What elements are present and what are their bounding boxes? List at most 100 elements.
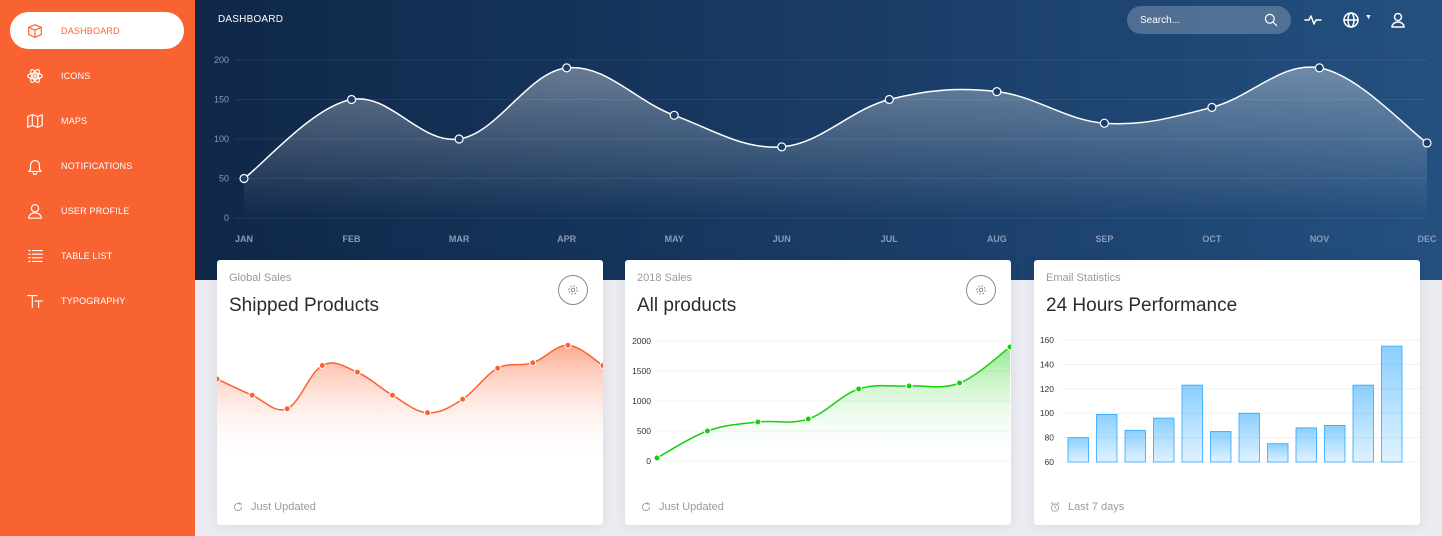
data-point xyxy=(599,362,603,369)
x-tick-label: MAR xyxy=(449,234,470,244)
card-all-products: 2018 Sales All products 0 500 1000 1500 2000… xyxy=(625,260,1011,525)
data-point xyxy=(564,341,572,349)
card-category: Global Sales xyxy=(229,272,292,284)
area-fill xyxy=(217,345,603,460)
sidebar-item-icons[interactable]: ICONS xyxy=(10,57,184,94)
data-point xyxy=(388,391,396,399)
card-footer: Just Updated xyxy=(232,501,316,513)
footer-text: Just Updated xyxy=(251,501,316,513)
bar xyxy=(1267,443,1289,463)
y-tick-label: 200 xyxy=(214,55,229,65)
data-point xyxy=(1422,138,1432,148)
x-tick-label: MAY xyxy=(665,234,684,244)
y-tick-label: 100 xyxy=(214,134,229,144)
globe-icon[interactable] xyxy=(1341,10,1361,30)
y-tick-label: 1000 xyxy=(632,396,651,406)
x-tick-label: JUN xyxy=(773,234,791,244)
map-icon xyxy=(25,111,45,131)
search-box[interactable] xyxy=(1127,6,1291,34)
data-point xyxy=(454,134,464,144)
y-tick-label: 50 xyxy=(219,174,229,184)
sidebar-item-typography[interactable]: TYPOGRAPHY xyxy=(10,282,184,319)
user-icon xyxy=(25,201,45,221)
y-tick-label: 2000 xyxy=(632,336,651,346)
y-tick-label: 0 xyxy=(646,456,651,466)
data-point xyxy=(905,382,913,390)
bell-icon xyxy=(25,156,45,176)
data-point xyxy=(653,454,661,462)
bar xyxy=(1181,384,1203,463)
user-icon[interactable] xyxy=(1388,10,1408,30)
atom-icon xyxy=(25,66,45,86)
data-point xyxy=(956,379,964,387)
data-point xyxy=(494,364,502,372)
data-point xyxy=(562,63,572,73)
card-shipped-products: Global Sales Shipped Products Just Updat… xyxy=(217,260,603,525)
sidebar-item-label: DASHBOARD xyxy=(61,25,120,36)
data-point xyxy=(884,94,894,105)
x-tick-label: SEP xyxy=(1095,234,1113,244)
search-icon[interactable] xyxy=(1263,12,1279,28)
big-line-chart: 0 50 100 150 200 JAN FEB MAR APR MAY JUN JUL AUG SEP O… xyxy=(214,55,1437,244)
gear-icon xyxy=(976,285,986,295)
data-point xyxy=(424,409,432,417)
text-icon xyxy=(25,291,45,311)
area-fill xyxy=(244,67,1427,218)
list-icon xyxy=(25,246,45,266)
data-point xyxy=(529,359,537,367)
card-title: 24 Hours Performance xyxy=(1046,295,1238,316)
data-point xyxy=(459,395,467,403)
data-point xyxy=(318,362,326,369)
all-products-chart: 0 500 1000 1500 2000 xyxy=(632,336,1011,466)
sidebar-item-dashboard[interactable]: DASHBOARD xyxy=(10,12,184,49)
bar xyxy=(1295,427,1317,463)
y-tick-label: 60 xyxy=(1045,457,1055,467)
data-point xyxy=(1314,63,1325,73)
search-input[interactable] xyxy=(1140,12,1260,28)
card-title: All products xyxy=(637,295,737,316)
sidebar-item-label: MAPS xyxy=(61,115,88,126)
data-point xyxy=(1099,118,1109,128)
footer-text: Just Updated xyxy=(659,501,724,513)
y-tick-label: 80 xyxy=(1045,433,1055,443)
footer-text: Last 7 days xyxy=(1068,501,1125,513)
y-tick-label: 0 xyxy=(224,213,229,223)
sidebar-item-notifications[interactable]: NOTIFICATIONS xyxy=(10,147,184,184)
data-point xyxy=(353,368,361,376)
page-title: DASHBOARD xyxy=(218,14,284,25)
data-point xyxy=(669,110,679,120)
chevron-down-icon[interactable]: ▼ xyxy=(1365,14,1372,21)
data-point xyxy=(346,94,357,105)
data-point xyxy=(777,142,787,152)
card-footer: Just Updated xyxy=(640,501,724,513)
bar xyxy=(1324,424,1346,463)
x-tick-label: JAN xyxy=(235,234,253,244)
card-title: Shipped Products xyxy=(229,295,379,316)
refresh-icon xyxy=(233,501,243,511)
bar xyxy=(1238,412,1260,463)
gear-icon xyxy=(568,285,578,295)
pulse-icon[interactable] xyxy=(1303,10,1323,30)
x-tick-label: APR xyxy=(557,234,577,244)
settings-button[interactable] xyxy=(966,275,996,305)
data-point xyxy=(217,375,221,383)
sidebar: DASHBOARD ICONS MAPS NOTIFICATIONS USER … xyxy=(0,0,195,536)
sidebar-item-table-list[interactable]: TABLE LIST xyxy=(10,237,184,274)
data-point xyxy=(804,415,812,423)
sidebar-item-user-profile[interactable]: USER PROFILE xyxy=(10,192,184,229)
box-icon xyxy=(25,21,45,41)
data-point xyxy=(1207,102,1217,113)
data-point xyxy=(1006,343,1011,351)
y-tick-label: 160 xyxy=(1040,335,1054,345)
sidebar-item-maps[interactable]: MAPS xyxy=(10,102,184,139)
settings-button[interactable] xyxy=(558,275,588,305)
performance-bar-chart: 60 80 100 120 140 160 xyxy=(1040,335,1420,467)
refresh-icon xyxy=(641,501,651,511)
card-category: 2018 Sales xyxy=(637,272,693,284)
x-tick-label: OCT xyxy=(1202,234,1222,244)
alarm-icon xyxy=(1050,502,1060,512)
series-line xyxy=(656,346,1011,459)
sidebar-item-label: NOTIFICATIONS xyxy=(61,160,133,171)
card-24-hours-performance: Email Statistics 24 Hours Performance 60… xyxy=(1034,260,1420,525)
y-tick-label: 100 xyxy=(1040,408,1054,418)
